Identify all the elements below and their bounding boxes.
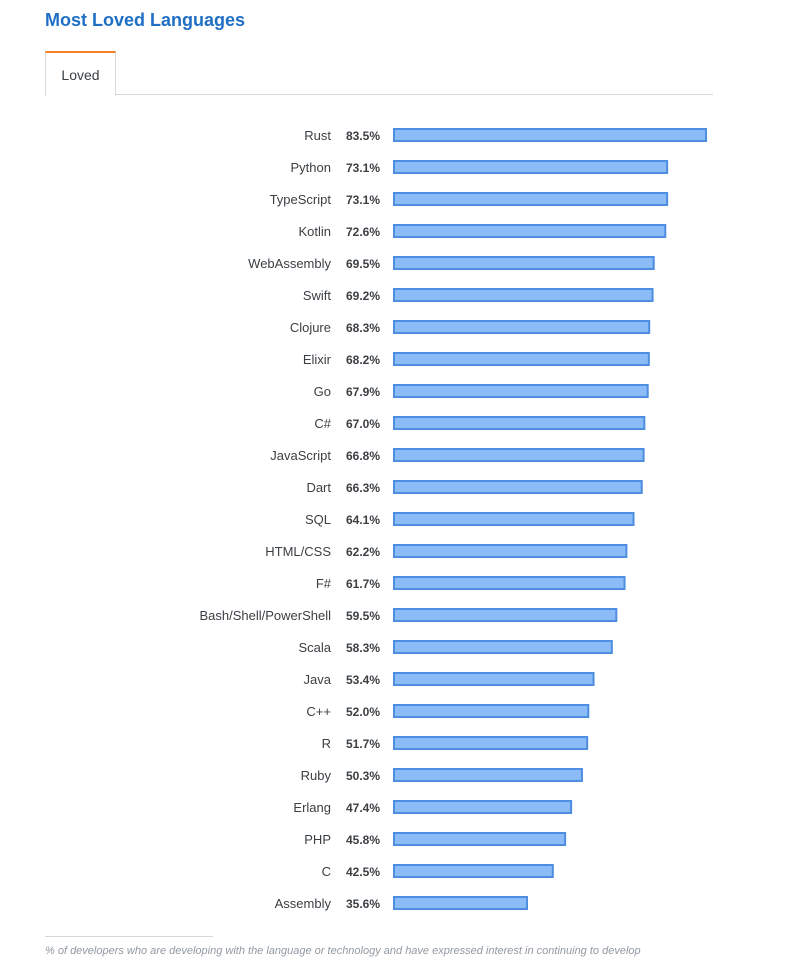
category-label: Assembly [275, 896, 332, 911]
bar[interactable] [393, 160, 669, 174]
bar[interactable] [393, 576, 626, 590]
value-label: 72.6% [346, 225, 380, 239]
value-label: 61.7% [346, 577, 380, 591]
value-label: 51.7% [346, 737, 380, 751]
category-label: Ruby [301, 768, 332, 783]
chart-title: Most Loved Languages [45, 10, 246, 30]
bar[interactable] [393, 480, 643, 494]
value-label: 64.1% [346, 513, 380, 527]
bar[interactable] [393, 320, 651, 334]
bar[interactable] [393, 608, 618, 622]
value-label: 47.4% [346, 801, 380, 815]
bar[interactable] [393, 224, 667, 238]
bar-chart: Rust 83.5% Python 73.1% TypeScript 73.1% Kotli… [199, 128, 707, 911]
footnote-divider [45, 936, 213, 937]
bar[interactable] [393, 352, 650, 366]
category-label: Elixir [303, 352, 332, 367]
value-label: 83.5% [346, 129, 380, 143]
bar[interactable] [393, 864, 554, 878]
value-label: 35.6% [346, 897, 380, 911]
bar[interactable] [393, 416, 646, 430]
value-label: 67.0% [346, 417, 380, 431]
category-label: F# [316, 576, 332, 591]
value-label: 53.4% [346, 673, 380, 687]
bar[interactable] [393, 256, 655, 270]
bar[interactable] [393, 768, 583, 782]
value-label: 45.8% [346, 833, 380, 847]
value-label: 66.8% [346, 449, 380, 463]
value-label: 52.0% [346, 705, 380, 719]
value-label: 68.2% [346, 353, 380, 367]
footnote: % of developers who are developing with … [45, 945, 641, 957]
category-label: Bash/Shell/PowerShell [199, 608, 331, 623]
value-label: 66.3% [346, 481, 380, 495]
bar[interactable] [393, 128, 707, 142]
bar[interactable] [393, 544, 628, 558]
category-label: Java [304, 672, 332, 687]
category-label: C# [314, 416, 331, 431]
bar[interactable] [393, 384, 649, 398]
category-label: JavaScript [270, 448, 331, 463]
category-label: TypeScript [270, 192, 332, 207]
value-label: 68.3% [346, 321, 380, 335]
category-label: Rust [304, 128, 331, 143]
category-label: Swift [303, 288, 332, 303]
category-label: WebAssembly [248, 256, 331, 271]
value-label: 69.5% [346, 257, 380, 271]
bar[interactable] [393, 288, 654, 302]
bar[interactable] [393, 704, 590, 718]
value-label: 67.9% [346, 385, 380, 399]
bar[interactable] [393, 832, 567, 846]
value-label: 59.5% [346, 609, 380, 623]
category-label: Kotlin [298, 224, 331, 239]
bar[interactable] [393, 640, 613, 654]
category-label: SQL [305, 512, 331, 527]
bar[interactable] [393, 512, 635, 526]
category-label: Python [291, 160, 331, 175]
tab-loved[interactable]: Loved [45, 51, 116, 96]
category-label: PHP [304, 832, 331, 847]
value-label: 50.3% [346, 769, 380, 783]
bar[interactable] [393, 672, 595, 686]
bar[interactable] [393, 896, 529, 910]
bar[interactable] [393, 448, 645, 462]
bar[interactable] [393, 800, 573, 814]
value-label: 73.1% [346, 193, 380, 207]
value-label: 58.3% [346, 641, 380, 655]
value-label: 42.5% [346, 865, 380, 879]
category-label: Scala [298, 640, 331, 655]
value-label: 73.1% [346, 161, 380, 175]
category-label: Dart [306, 480, 331, 495]
category-label: Clojure [290, 320, 331, 335]
tab-bar: Loved [45, 51, 713, 96]
value-label: 62.2% [346, 545, 380, 559]
category-label: C++ [306, 704, 331, 719]
bar[interactable] [393, 736, 589, 750]
category-label: Erlang [293, 800, 331, 815]
category-label: HTML/CSS [265, 544, 331, 559]
category-label: C [322, 864, 331, 879]
value-label: 69.2% [346, 289, 380, 303]
category-label: R [322, 736, 331, 751]
bar[interactable] [393, 192, 669, 206]
category-label: Go [314, 384, 331, 399]
